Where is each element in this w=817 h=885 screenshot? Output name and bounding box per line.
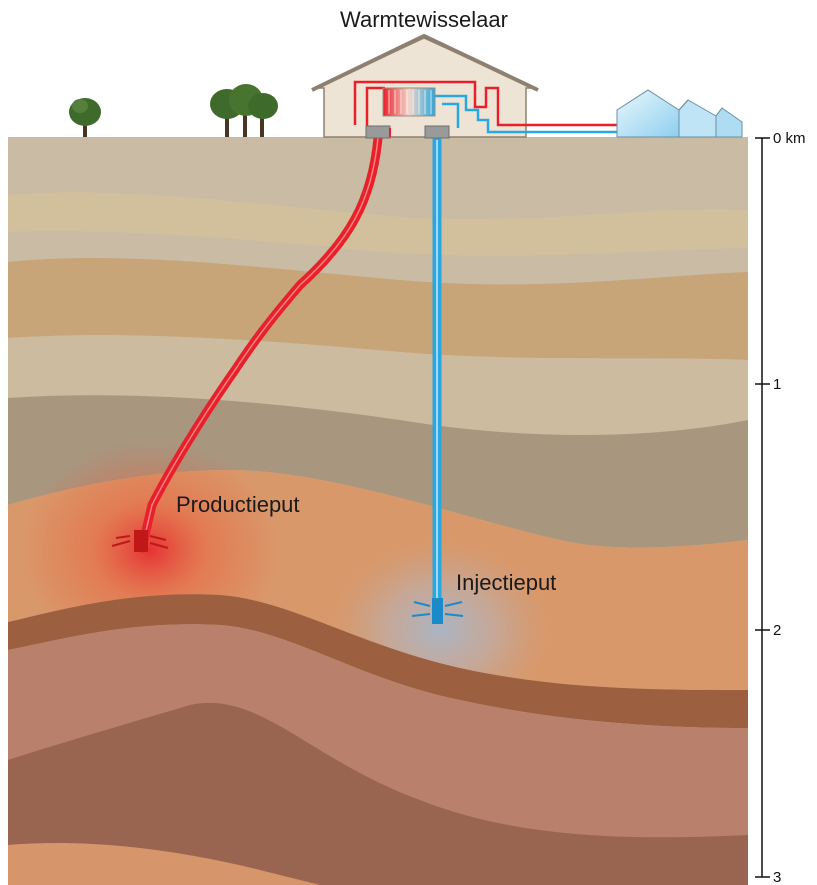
depth-label-3: 3 xyxy=(773,869,781,885)
stratum-dark-band xyxy=(8,594,748,728)
tree-icon xyxy=(69,98,101,137)
depth-label-2: 2 xyxy=(773,622,781,639)
greenhouse-icon xyxy=(616,89,743,138)
production-well-label: Productieput xyxy=(176,492,300,517)
injection-well-label: Injectieput xyxy=(456,570,556,595)
surface-objects xyxy=(69,33,743,138)
heat-exchanger-label: Warmtewisselaar xyxy=(340,7,508,32)
house-icon xyxy=(311,33,620,138)
depth-label-0: 0 km xyxy=(773,130,806,147)
injection-screen xyxy=(432,598,443,624)
stratum-sand xyxy=(8,258,748,360)
injection-well xyxy=(411,125,464,624)
tree-icon xyxy=(210,84,278,137)
stratum-light-2 xyxy=(8,335,748,437)
stratum-deep-dark xyxy=(8,702,748,885)
stratum-light-1 xyxy=(8,192,748,256)
rock-strata xyxy=(8,137,748,885)
depth-scale: 0 km 1 2 3 xyxy=(755,130,806,885)
injection-wellhead xyxy=(424,125,450,139)
depth-label-1: 1 xyxy=(773,376,781,393)
inflow-arrows xyxy=(111,535,169,549)
outflow-arrows xyxy=(411,601,464,617)
heat-exchanger-unit xyxy=(382,87,436,117)
production-wellhead xyxy=(365,125,391,139)
stratum-deep-orange xyxy=(8,842,320,885)
production-screen xyxy=(134,530,148,552)
